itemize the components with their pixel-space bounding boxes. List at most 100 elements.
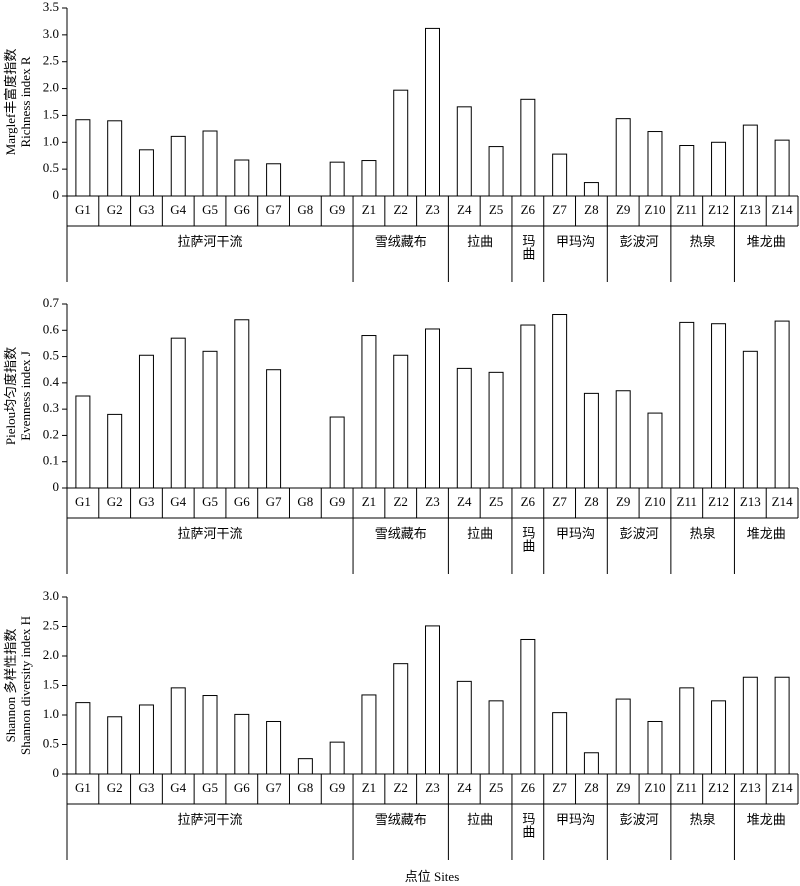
y-tick-label: 2.5 [43,617,59,632]
x-tick-label: Z11 [677,780,697,795]
group-label: 拉萨河干流 [178,234,243,249]
group-label: 拉曲 [467,234,493,249]
bar [711,141,727,197]
x-tick-label: Z11 [677,202,697,217]
group-label: 彭波河 [620,526,659,541]
y-tick-label: 0.7 [43,295,60,310]
bar [107,120,123,197]
x-tick-label: G6 [234,202,250,217]
group-label: 彭波河 [620,234,659,249]
bar [456,106,472,197]
x-tick-label: G4 [170,202,186,217]
group-label: 热泉 [690,812,716,827]
x-tick-label: Z13 [740,202,761,217]
group-label: 拉曲 [467,812,493,827]
group-label: 雪绒藏布 [375,812,427,827]
x-tick-label: Z1 [362,494,376,509]
bar [488,371,504,489]
bar [488,700,504,775]
y-tick-label: 2.0 [43,647,59,662]
group-label: 热泉 [690,526,716,541]
bar [329,161,345,197]
bar [202,350,218,489]
bar [170,135,186,197]
x-tick-label: G4 [170,780,186,795]
x-tick-label: G9 [329,202,345,217]
x-tick-label: G9 [329,494,345,509]
x-tick-label: G5 [202,780,218,795]
bar [774,320,790,489]
x-tick-label: G1 [75,202,91,217]
group-label: 堆龙曲 [747,812,786,827]
bar [583,392,599,489]
x-tick-label: Z10 [645,202,666,217]
y-tick-label: 0.5 [43,160,59,175]
y-tick-label: 3.0 [43,26,59,41]
bar [107,716,123,775]
x-tick-label: G8 [297,202,313,217]
group-label: 甲玛沟 [556,812,595,827]
bar [583,182,599,197]
bar [425,328,440,489]
x-tick-label: Z9 [616,494,630,509]
bar [234,713,250,775]
y-tick-label: 0 [53,479,60,494]
y-tick-label: 1.0 [43,133,59,148]
x-tick-label: G7 [266,780,282,795]
bar [266,720,282,775]
x-tick-label: Z5 [489,780,503,795]
bar [107,413,123,489]
y-tick-label: 1.5 [43,106,59,121]
x-tick-label: Z9 [616,780,630,795]
bar [425,27,440,197]
bar [488,146,504,197]
bar [170,687,186,775]
x-tick-label: Z8 [584,780,598,795]
bar [234,319,250,489]
x-tick-label: G2 [107,494,123,509]
group-label: 堆龙曲 [747,526,786,541]
x-tick-label: Z2 [393,780,407,795]
bar [75,395,91,489]
bar [679,687,695,775]
bar [361,694,377,775]
y-axis-label: Shannon diversity index H [18,616,33,755]
x-tick-label: G6 [234,494,250,509]
bar [456,680,472,775]
bar [742,124,758,197]
bar [679,145,695,197]
y-tick-label: 1.5 [43,676,59,691]
x-tick-label: G8 [297,494,313,509]
y-tick-label: 0.3 [43,400,59,415]
x-tick-label: Z12 [708,494,729,509]
y-tick-label: 2.5 [43,53,59,68]
bar [774,139,790,197]
y-tick-label: 0 [53,187,60,202]
bar [615,390,631,489]
x-tick-label: Z12 [708,202,729,217]
x-tick-label: Z8 [584,202,598,217]
x-tick-label: G9 [329,780,345,795]
group-label: 甲玛沟 [556,526,595,541]
group-label: 拉曲 [467,526,493,541]
y-axis-label: Shannon 多样性指数 [3,629,18,743]
bar [552,314,568,489]
x-tick-label: Z1 [362,780,376,795]
bar [742,676,758,775]
x-tick-label: G2 [107,202,123,217]
x-tick-label: G2 [107,780,123,795]
bar [520,638,536,775]
bar [615,698,631,775]
x-tick-label: Z10 [645,494,666,509]
bar [138,149,154,197]
x-tick-label: Z3 [425,202,439,217]
x-tick-label: Z3 [425,494,439,509]
bar [774,676,790,775]
x-tick-label: G3 [139,780,155,795]
y-tick-label: 0.5 [43,348,59,363]
y-tick-label: 2.0 [43,80,59,95]
x-tick-label: Z11 [677,494,697,509]
group-label: 雪绒藏布 [375,234,427,249]
x-tick-label: G1 [75,780,91,795]
bar [393,663,409,775]
